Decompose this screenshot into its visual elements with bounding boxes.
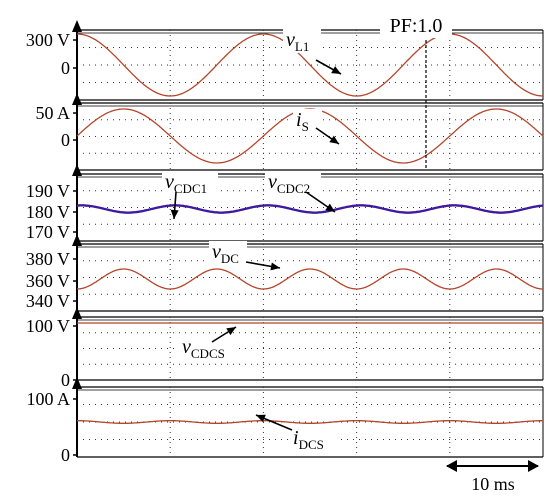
label-idcs: iDCS <box>293 427 324 452</box>
time-scale: 10 ms <box>446 460 539 494</box>
panel-vCDCS: 100 V 0 <box>26 307 544 390</box>
trace-vCDC-1 <box>76 204 544 214</box>
panel-vL1: 300 V 0 <box>26 20 544 101</box>
y-axis-arrow <box>72 307 82 319</box>
label-idcs-arrow <box>255 414 293 431</box>
y-tick-label: 360 V <box>26 271 70 291</box>
y-tick-label: 0 <box>61 130 70 150</box>
label-vcdc2-text: vCDC2 <box>268 171 310 196</box>
label-idcs-bg <box>290 427 337 451</box>
y-tick-label: 0 <box>61 58 70 78</box>
y-tick-label: 0 <box>61 445 70 465</box>
label-vdc-arrow <box>245 261 281 271</box>
trace-vDC-0 <box>77 268 543 290</box>
label-vcdc1-arrow-head <box>170 209 179 219</box>
label-vcdcs-arrow <box>211 326 237 343</box>
y-tick-label: 50 A <box>35 103 70 123</box>
y-axis-arrow <box>72 93 82 105</box>
label-is-arrow <box>315 127 340 145</box>
panel-iS: 50 A 0 <box>35 93 544 171</box>
y-axis-arrow <box>72 234 82 246</box>
label-vcdcs: vCDCS <box>182 336 225 361</box>
time-scale-arrow-left <box>446 460 457 472</box>
y-axis-arrow <box>72 20 82 32</box>
y-tick-label: 170 V <box>26 222 70 242</box>
y-tick-label: 0 <box>61 370 70 390</box>
label-vcdc1-text: vCDC1 <box>165 171 207 196</box>
y-tick-label: 190 V <box>26 181 70 201</box>
label-vl1-text: vL1 <box>286 29 309 54</box>
trace-iDCS-0 <box>77 420 543 424</box>
label-vdc-text: vDC <box>212 241 239 266</box>
pf-label-bg <box>380 14 452 38</box>
label-vcdc1: vCDC1 <box>165 171 207 196</box>
label-vcdcs-text: vCDCS <box>182 336 225 361</box>
label-vcdc2-arrow-head <box>325 203 335 212</box>
label-vl1: vL1 <box>286 29 309 54</box>
label-vcdcs-bg <box>179 336 235 360</box>
y-axis-arrow <box>72 164 82 176</box>
y-tick-label: 100 A <box>26 389 70 409</box>
y-axis-arrow <box>72 377 82 389</box>
pf-annotation: PF:1.0 <box>390 15 443 37</box>
label-vcdc2-arrow <box>305 191 336 213</box>
label-vcdc2: vCDC2 <box>268 171 310 196</box>
y-tick-label: 180 V <box>26 202 70 222</box>
label-is: iS <box>296 109 309 134</box>
label-vdc-bg <box>209 241 247 265</box>
y-tick-label: 340 V <box>26 291 70 311</box>
label-vl1-arrow-head <box>331 66 341 74</box>
label-vdc: vDC <box>212 241 239 266</box>
label-vdc-arrow-head <box>270 262 280 271</box>
time-scale-label: 10 ms <box>471 474 515 494</box>
label-vcdc2-bg <box>265 171 321 195</box>
label-vl1-arrow <box>315 59 342 75</box>
label-vcdcs-arrow-head <box>226 327 236 336</box>
label-is-arrow-head <box>329 135 339 144</box>
label-vcdc1-bg <box>162 171 218 195</box>
y-tick-label: 380 V <box>26 249 70 269</box>
trace-vL1-0 <box>77 33 543 97</box>
y-tick-label: 300 V <box>26 30 70 50</box>
label-vcdc1-arrow <box>170 191 179 220</box>
y-tick-label: 100 V <box>26 316 70 336</box>
label-vl1-bg <box>283 29 321 53</box>
label-idcs-arrow-head <box>256 414 266 423</box>
panel-iDCS: 100 A 0 <box>26 377 544 465</box>
time-scale-arrow-right <box>528 460 539 472</box>
label-is-text: iS <box>296 109 309 134</box>
label-idcs-text: iDCS <box>293 427 324 452</box>
